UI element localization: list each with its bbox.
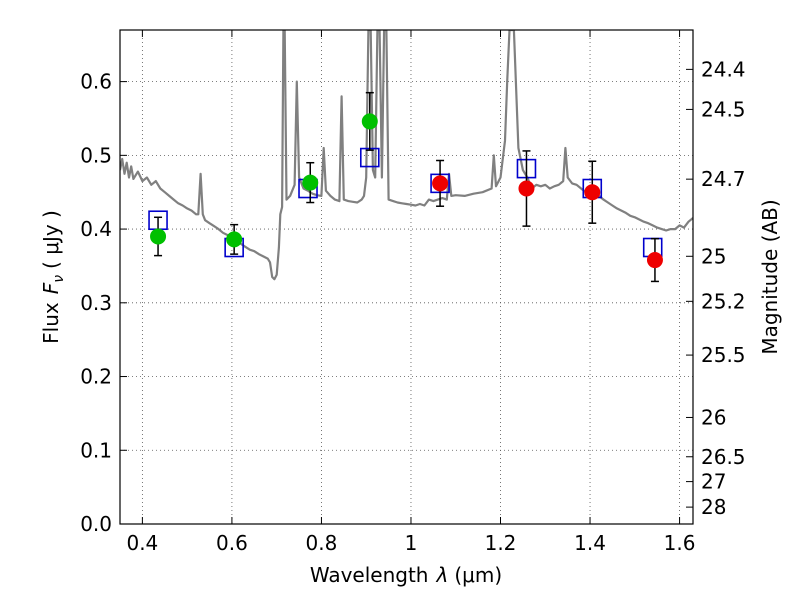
y-axis-label-symbol: F [39, 282, 63, 294]
y-tick-label: 0.6 [80, 70, 112, 94]
x-tick-label: 1.6 [664, 531, 696, 555]
magnitude-tick-label: 26 [701, 405, 726, 429]
plot-frame [119, 29, 694, 525]
observed-flux-point [302, 174, 319, 191]
magnitude-tick-label: 24.7 [701, 167, 746, 191]
observed-flux-point [150, 228, 167, 245]
grid-lines [120, 30, 693, 525]
model-spectrum [120, 30, 693, 281]
magnitude-tick-label: 25.5 [701, 343, 746, 367]
model-spectrum-line [120, 30, 693, 281]
magnitude-axis-label: Magnitude (AB) [758, 199, 782, 354]
x-tick-label: 1 [405, 531, 418, 555]
y-axis-ticks: 0.0 0.1 0.2 0.3 0.4 0.5 0.6 [80, 70, 127, 536]
y-tick-label: 0.0 [80, 512, 112, 536]
y-axis-label: Flux Fν ( μJy ) [39, 210, 67, 344]
magnitude-tick-label: 25 [701, 244, 726, 268]
y-tick-label: 0.4 [80, 217, 112, 241]
y-tick-label: 0.1 [80, 438, 112, 462]
observed-flux-point [646, 252, 663, 269]
y-axis-label-subscript: ν [51, 275, 67, 283]
magnitude-tick-label: 28 [701, 495, 726, 519]
observed-flux-point [584, 184, 601, 201]
x-axis-label-unit: (μm) [454, 563, 502, 587]
magnitude-tick-label: 25.2 [701, 289, 746, 313]
x-tick-label: 0.4 [126, 531, 158, 555]
magnitude-tick-label: 27 [701, 470, 726, 494]
x-axis-label-text: Wavelength [310, 563, 429, 587]
x-tick-label: 0.6 [216, 531, 248, 555]
magnitude-tick-label: 26.5 [701, 445, 746, 469]
x-tick-label: 1.4 [574, 531, 606, 555]
y-tick-label: 0.3 [80, 291, 112, 315]
magnitude-tick-label: 24.5 [701, 97, 746, 121]
y-tick-label: 0.2 [80, 365, 112, 389]
magnitude-tick-label: 24.4 [701, 57, 746, 81]
x-axis-label: Wavelength λ (μm) [310, 563, 502, 587]
x-axis-label-symbol: λ [436, 563, 449, 587]
observed-flux-point [518, 180, 535, 197]
observed-flux-point [226, 231, 243, 248]
observed-flux-point [432, 175, 449, 192]
data-points [148, 91, 663, 283]
x-tick-label: 0.8 [306, 531, 338, 555]
y-axis-label-text: Flux [39, 302, 63, 344]
y-axis-label-unit: ( μJy ) [39, 210, 63, 269]
x-tick-label: 1.2 [485, 531, 517, 555]
y-tick-label: 0.5 [80, 143, 112, 167]
observed-flux-point [361, 113, 378, 130]
x-axis-ticks: 0.4 0.6 0.8 1 1.2 1.4 1.6 [126, 30, 695, 555]
